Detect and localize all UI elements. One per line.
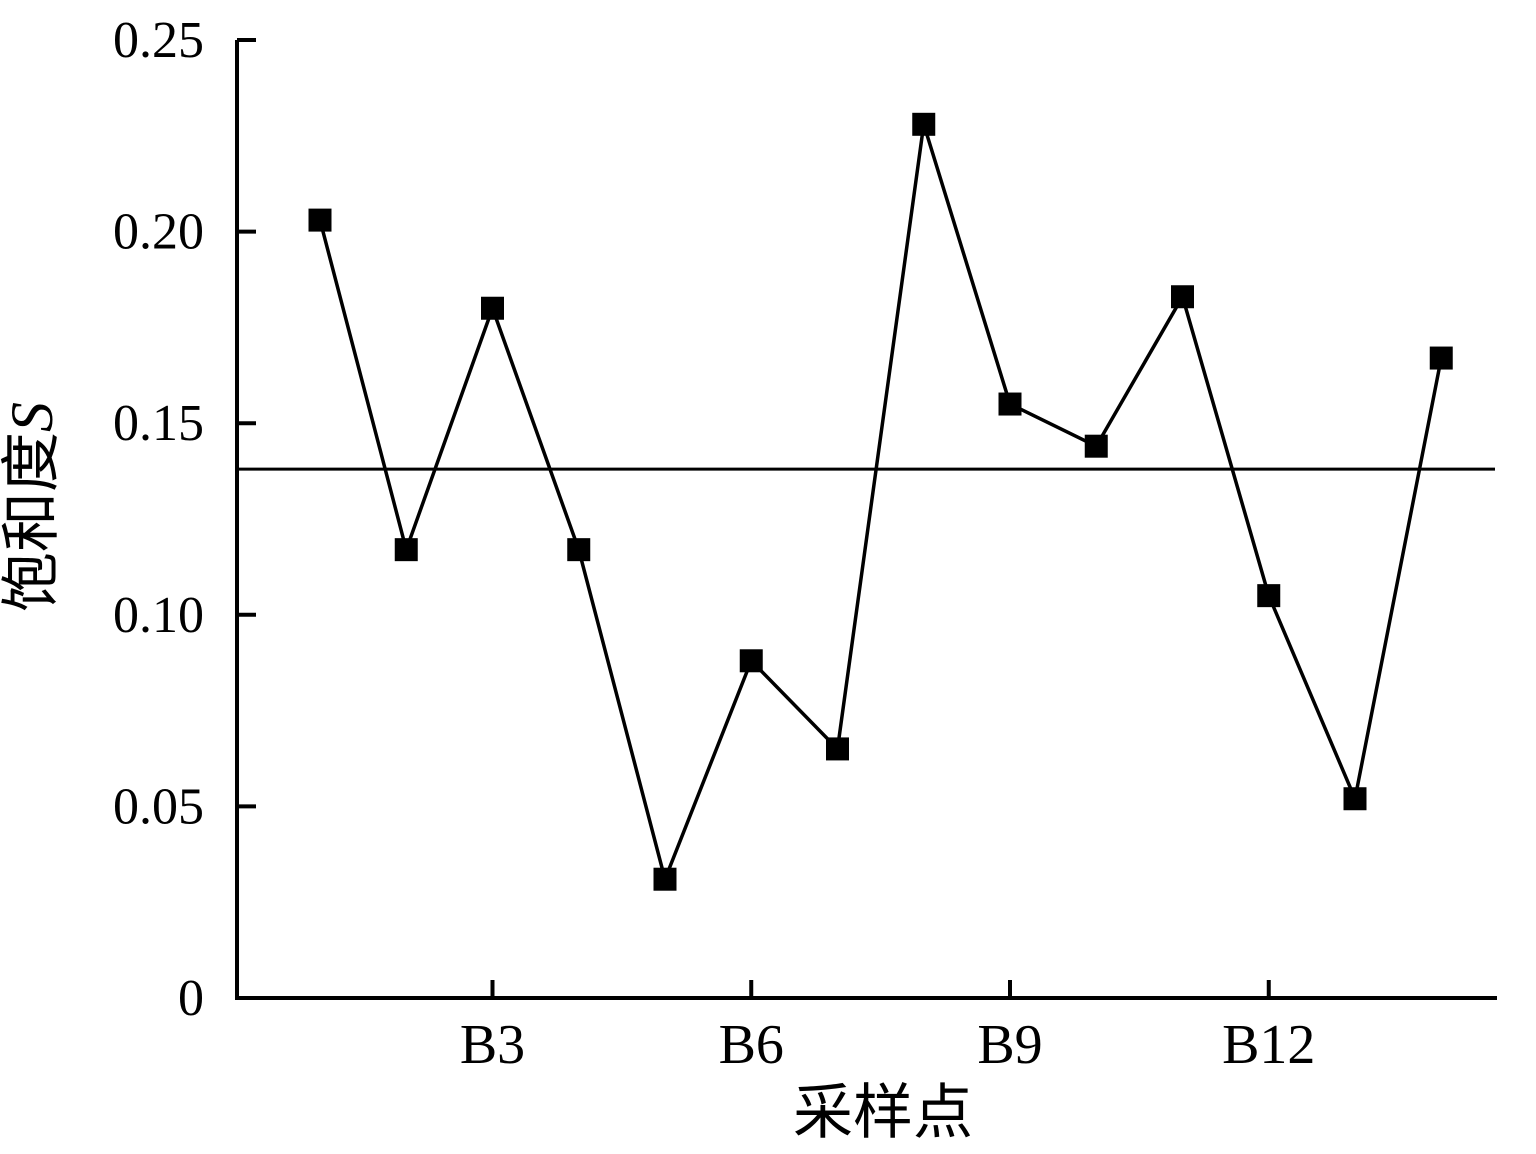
y-tick-label: 0.15: [113, 395, 204, 452]
data-line: [318, 123, 1443, 885]
x-tick-label: B6: [719, 1014, 784, 1076]
data-point-marker: [1084, 434, 1108, 458]
data-point-marker: [826, 737, 849, 761]
data-point-marker: [653, 867, 677, 891]
data-point-marker: [739, 649, 763, 673]
data-point-marker: [481, 296, 504, 320]
data-point-marker: [308, 208, 332, 232]
y-tick-label: 0.20: [113, 204, 204, 261]
y-tick-label: 0.05: [113, 778, 204, 835]
y-tick-label: 0.25: [113, 12, 204, 69]
data-point-marker: [912, 112, 936, 136]
data-point-marker: [998, 392, 1022, 416]
data-point-marker: [1429, 346, 1453, 370]
data-point-marker: [567, 538, 591, 562]
y-tick-label: 0: [178, 970, 204, 1027]
data-point-marker: [1343, 787, 1367, 811]
data-point-marker: [394, 538, 418, 562]
x-axis-label: 采样点: [793, 1080, 973, 1146]
x-tick-label: B12: [1222, 1014, 1315, 1076]
y-tick-label: 0.10: [113, 587, 204, 644]
y-axis-label: 饱和度S: [0, 402, 65, 612]
x-tick-label: B3: [460, 1014, 525, 1076]
data-point-marker: [1171, 285, 1194, 309]
x-tick-label: B9: [977, 1014, 1042, 1076]
data-point-marker: [1257, 584, 1281, 608]
